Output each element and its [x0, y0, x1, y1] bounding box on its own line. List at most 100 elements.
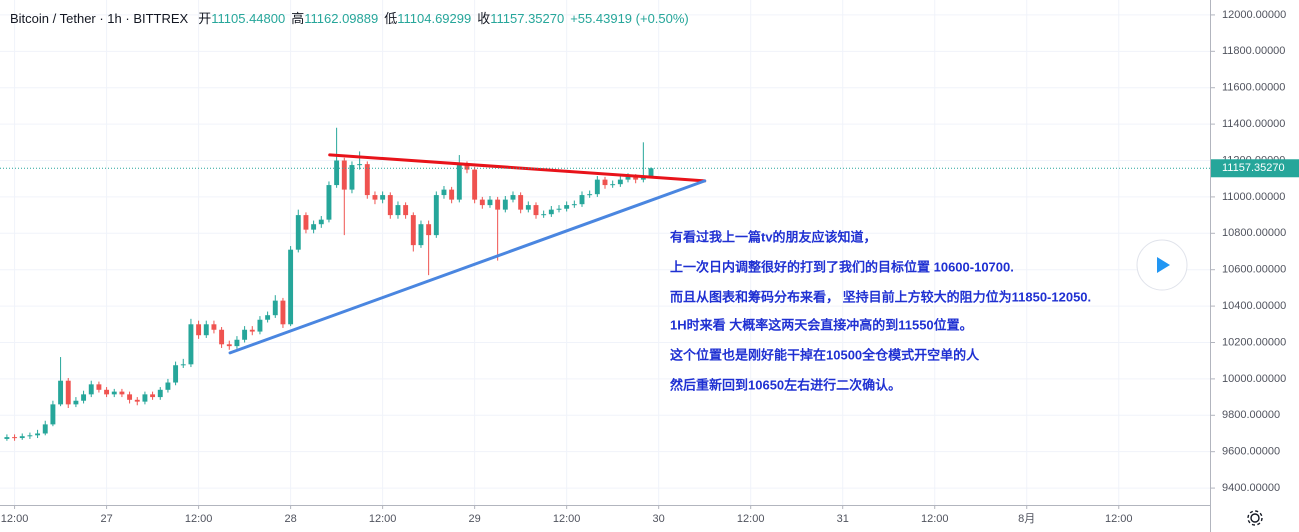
candle-body — [58, 380, 64, 405]
candle-body — [226, 344, 232, 347]
candle-body — [311, 224, 317, 230]
x-tick-label: 27 — [100, 513, 112, 525]
x-tick-label: 31 — [837, 513, 849, 525]
candle-body — [211, 324, 217, 330]
candle-body — [73, 400, 79, 405]
candle-body — [180, 364, 186, 366]
candle-body — [196, 324, 202, 336]
candle-body — [594, 179, 600, 195]
candle-body — [165, 382, 171, 390]
trendline — [328, 153, 707, 183]
candle-body — [42, 424, 48, 434]
candle-body — [479, 199, 485, 206]
x-tick-label: 12:00 — [185, 513, 213, 525]
candle-body — [19, 436, 25, 439]
candle-body — [104, 389, 110, 395]
candle-body — [648, 168, 654, 178]
annotation: 然后重新回到10650左右进行二次确认。 — [670, 377, 901, 392]
candle-body — [12, 437, 18, 439]
change: +55.43919 (+0.50%) — [570, 11, 689, 26]
candle-body — [525, 205, 531, 210]
annotation: 这个位置也是刚好能干掉在10500全仓模式开空单的人 — [670, 347, 980, 362]
candle-body — [203, 324, 209, 336]
candle-body — [334, 160, 340, 186]
candle-body — [548, 209, 554, 215]
candle-body — [349, 165, 355, 190]
candle-body — [96, 384, 102, 390]
candle-body — [364, 164, 370, 196]
field-value: 11162.09889 — [304, 11, 378, 26]
gear-teeth[interactable] — [1247, 510, 1263, 526]
candle-body — [150, 394, 156, 398]
x-tick-label: 12:00 — [737, 513, 765, 525]
candle-body — [487, 199, 493, 206]
candle-body — [234, 339, 240, 347]
candle-body — [272, 300, 278, 316]
field-name: 高 — [291, 11, 304, 26]
candle-body — [510, 195, 516, 200]
candle-body — [395, 205, 401, 216]
candle-body — [579, 195, 585, 205]
candle-body — [157, 389, 163, 398]
field-name: 收 — [477, 11, 490, 26]
candle-body — [617, 179, 623, 185]
field-value: 11157.35270 — [490, 11, 564, 26]
candle-body — [127, 394, 133, 400]
candle-body — [142, 394, 148, 402]
x-tick-label: 12:00 — [553, 513, 581, 525]
candle-body — [372, 195, 378, 200]
candle-body — [441, 189, 447, 196]
candle-body — [433, 195, 439, 236]
y-tick-label: 11600.00000 — [1222, 82, 1285, 94]
field-value: 11104.69299 — [397, 11, 471, 26]
candle-body — [541, 214, 547, 216]
annotation: 而且从图表和筹码分布来看， 坚持目前上方较大的阻力位为11850-12050. — [670, 289, 1091, 304]
x-tick-label: 29 — [469, 513, 481, 525]
y-tick-label: 10600.00000 — [1222, 264, 1286, 276]
y-tick-label: 12000.00000 — [1222, 9, 1286, 21]
candle-body — [188, 324, 194, 365]
annotation: 1H时来看 大概率这两天会直接冲高的到11550位置。 — [670, 317, 973, 332]
candle-body — [449, 189, 455, 200]
candle-body — [410, 215, 416, 246]
play-icon[interactable] — [1157, 257, 1170, 273]
last-price-label: 11157.35270 — [1222, 162, 1285, 174]
settings-icon[interactable] — [1247, 510, 1263, 526]
candle-body — [633, 176, 639, 180]
candle-body — [533, 205, 539, 216]
candle-body — [387, 195, 393, 216]
gear-center[interactable] — [1250, 513, 1260, 523]
annotation: 有看过我上一篇tv的朋友应该知道， — [670, 229, 877, 244]
y-tick-label: 11800.00000 — [1222, 45, 1285, 57]
candle-body — [380, 195, 386, 200]
candle-body — [418, 224, 424, 246]
x-tick-label: 12:00 — [1105, 513, 1133, 525]
field-value: 11105.44800 — [211, 11, 285, 26]
y-tick-label: 10400.00000 — [1222, 300, 1286, 312]
candle-body — [318, 219, 324, 225]
candle-body — [50, 404, 56, 425]
candle-body — [564, 205, 570, 209]
y-tick-label: 10200.00000 — [1222, 336, 1286, 348]
candle-body — [119, 391, 125, 395]
annotation: 上一次日内调整很好的打到了我们的目标位置 10600-10700. — [670, 259, 1014, 274]
y-tick-label: 10800.00000 — [1222, 227, 1286, 239]
trendline — [228, 179, 707, 355]
chart-header: Bitcoin / Tether · 1h · BITTREX 开11105.44… — [10, 11, 689, 26]
candle-body — [556, 208, 562, 210]
x-tick-label: 12:00 — [369, 513, 397, 525]
x-tick-label: 8月 — [1018, 513, 1035, 525]
y-tick-label: 11000.00000 — [1222, 191, 1285, 203]
x-tick-label: 30 — [653, 513, 665, 525]
plot — [4, 127, 654, 441]
candle-body — [4, 437, 10, 439]
candle-body — [610, 184, 616, 186]
candle-body — [134, 399, 140, 402]
candle-body — [35, 433, 41, 436]
candle-body — [242, 329, 248, 340]
candle-body — [326, 185, 332, 220]
candle-body — [280, 300, 286, 325]
candle-body — [88, 384, 94, 395]
play-button[interactable] — [1136, 239, 1188, 291]
